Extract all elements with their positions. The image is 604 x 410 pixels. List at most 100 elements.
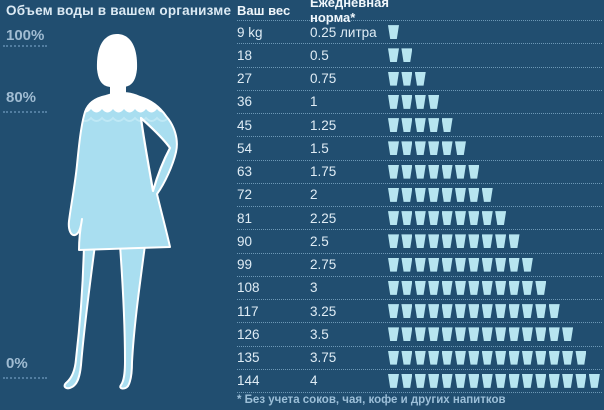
table-row: 108 3 (237, 277, 602, 300)
water-cup-icon (521, 327, 533, 342)
water-cup-icon (521, 280, 533, 295)
water-cup-icon (454, 327, 466, 342)
norm-cell: 1.25 (310, 117, 337, 133)
table-row: 54 1.5 (237, 137, 602, 161)
water-cup-icon (441, 164, 453, 179)
water-cup-icon (414, 141, 426, 156)
water-cup-icon (548, 350, 560, 365)
water-cup-icon (441, 187, 453, 202)
water-cup-icon (401, 94, 413, 109)
norm-cell: 2.75 (310, 257, 337, 273)
water-cup-icon (428, 211, 440, 226)
water-cup-icon (454, 211, 466, 226)
cups-cell (388, 141, 602, 156)
water-cup-icon (414, 350, 426, 365)
water-cup-icon (401, 304, 413, 319)
norm-cell: 1 (310, 94, 318, 110)
norm-cell: 1.5 (310, 140, 329, 156)
water-cup-icon (441, 257, 453, 272)
table-row: 36 1 (237, 91, 602, 114)
water-cup-icon (508, 304, 520, 319)
water-cup-icon (468, 327, 480, 342)
water-cup-icon (441, 350, 453, 365)
water-cup-icon (428, 280, 440, 295)
water-cup-icon (454, 280, 466, 295)
water-cup-icon (388, 141, 399, 156)
water-cup-icon (468, 257, 480, 272)
water-cup-icon (414, 234, 426, 249)
water-cup-icon (481, 327, 493, 342)
water-cup-icon (481, 373, 493, 388)
water-cup-icon (454, 187, 466, 202)
level-line-100 (3, 45, 47, 47)
norm-cell: 3.5 (310, 326, 329, 342)
table-row: 9 kg 0.25 литра (237, 21, 602, 45)
water-cup-icon (414, 164, 426, 179)
water-cup-icon (535, 280, 547, 295)
water-cup-icon (454, 373, 466, 388)
table-row: 81 2.25 (237, 207, 602, 231)
cups-cell (388, 71, 602, 86)
water-cup-icon (454, 257, 466, 272)
water-cup-icon (441, 304, 453, 319)
water-cup-icon (508, 280, 520, 295)
water-cup-icon (428, 304, 440, 319)
water-cup-icon (388, 187, 399, 202)
arm-gap (139, 116, 172, 193)
water-cup-icon (495, 280, 507, 295)
norm-cell: 0.25 литра (310, 24, 377, 40)
water-cup-icon (401, 187, 413, 202)
body-water-fill (68, 109, 177, 250)
weight-cell: 126 (237, 326, 260, 342)
water-cup-icon (388, 94, 399, 109)
table-header-row: Ваш вес Ежедневная норма* (237, 0, 602, 25)
water-cup-icon (535, 327, 547, 342)
water-cup-icon (441, 141, 453, 156)
norm-cell: 3.75 (310, 350, 337, 366)
cups-cell (388, 48, 602, 63)
water-cup-icon (388, 211, 399, 226)
norm-cell: 2.5 (310, 233, 329, 249)
water-cup-icon (441, 234, 453, 249)
cups-cell (388, 211, 602, 226)
water-cup-icon (401, 71, 413, 86)
cups-cell (388, 118, 602, 133)
water-cup-icon (414, 304, 426, 319)
water-cup-icon (481, 350, 493, 365)
water-level-label-80: 80% (6, 89, 37, 106)
weight-cell: 108 (237, 280, 260, 296)
water-cup-icon (508, 373, 520, 388)
water-cup-icon (481, 304, 493, 319)
water-cup-icon (521, 350, 533, 365)
water-cup-icon (535, 373, 547, 388)
norm-cell: 1.75 (310, 164, 337, 180)
water-cup-icon (388, 234, 399, 249)
water-cup-icon (441, 373, 453, 388)
water-cup-icon (441, 280, 453, 295)
water-cup-icon (428, 187, 440, 202)
water-cup-icon (388, 327, 399, 342)
weight-cell: 72 (237, 187, 253, 203)
water-cup-icon (468, 350, 480, 365)
water-cup-icon (495, 304, 507, 319)
water-cup-icon (441, 327, 453, 342)
water-cup-icon (481, 280, 493, 295)
water-cup-icon (562, 350, 574, 365)
water-cup-icon (562, 327, 574, 342)
footnote: * Без учета соков, чая, кофе и других на… (237, 394, 506, 406)
water-cup-icon (521, 257, 533, 272)
water-cup-icon (414, 211, 426, 226)
table-row: 63 1.75 (237, 161, 602, 184)
daily-norm-table: Ваш вес Ежедневная норма* 9 kg 0.25 литра… (237, 0, 602, 410)
water-cup-icon (535, 304, 547, 319)
water-cup-icon (414, 257, 426, 272)
table-row: 18 0.5 (237, 44, 602, 68)
water-cup-icon (388, 373, 399, 388)
water-cup-icon (468, 234, 480, 249)
weight-cell: 90 (237, 233, 253, 249)
table-row: 117 3.25 (237, 300, 602, 324)
cups-cell (388, 304, 602, 319)
water-cup-icon (454, 164, 466, 179)
water-cup-icon (454, 304, 466, 319)
